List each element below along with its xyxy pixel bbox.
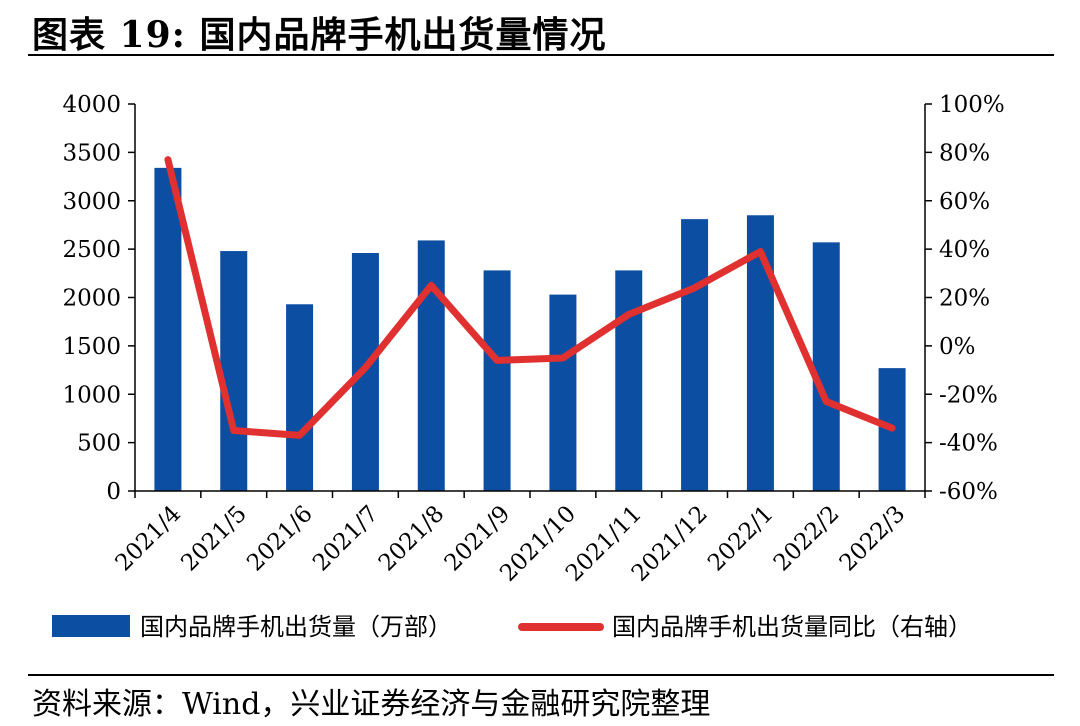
- yoy-point-2021/7: [364, 366, 367, 369]
- x-tick-label: 2021/4: [111, 501, 187, 577]
- yoy-point-2021/4: [166, 158, 169, 161]
- x-tick-label: 2022/2: [769, 501, 845, 577]
- bar-2022/2: [812, 242, 840, 491]
- yoy-point-2021/8: [430, 284, 433, 287]
- legend-bar-label: 国内品牌手机出货量（万部）: [140, 613, 452, 641]
- source-note: 资料来源：Wind，兴业证券经济与金融研究院整理: [32, 687, 711, 722]
- yoy-point-2022/1: [759, 250, 762, 253]
- left-tick-label: 4000: [62, 92, 121, 118]
- left-tick-label: 3000: [62, 189, 121, 215]
- x-tick-label: 2021/6: [242, 501, 318, 577]
- bar-2021/6: [286, 304, 314, 491]
- yoy-line: [164, 156, 896, 439]
- left-tick-label: 3500: [62, 140, 121, 166]
- right-tick-label: -20%: [939, 382, 998, 408]
- left-tick-label: 500: [77, 431, 121, 457]
- bar-2021/5: [220, 251, 248, 491]
- chart: 0 500 1000 1500 2000 2500 3000 3500 4000 -60% -40%…: [52, 92, 1005, 641]
- bar-2021/12: [681, 219, 709, 491]
- yoy-point-2021/10: [561, 356, 564, 359]
- right-tick-label: 80%: [939, 140, 990, 166]
- legend-line-label: 国内品牌手机出货量同比（右轴）: [612, 613, 972, 641]
- yoy-point-2021/11: [627, 313, 630, 316]
- yoy-point-2022/3: [891, 427, 894, 430]
- legend: 国内品牌手机出货量（万部） 国内品牌手机出货量同比（右轴）: [52, 613, 972, 641]
- right-tick-label: 20%: [939, 286, 990, 312]
- x-tick-label: 2022/1: [703, 501, 779, 577]
- title-divider: [28, 54, 1054, 56]
- bar-2022/1: [746, 215, 774, 491]
- x-tick-label: 2021/7: [308, 501, 384, 577]
- x-tick-label: 2021/8: [374, 501, 450, 577]
- page-title: 图表 19: 国内品牌手机出货量情况: [32, 14, 607, 56]
- x-tick-label: 2021/5: [176, 501, 252, 577]
- yoy-point-2021/5: [232, 429, 235, 432]
- axes: 0 500 1000 1500 2000 2500 3000 3500 4000 -60% -40%…: [62, 92, 1004, 587]
- yoy-point-2021/9: [496, 359, 499, 362]
- bar-2021/4: [154, 167, 182, 492]
- right-tick-label: 40%: [939, 237, 990, 263]
- bar-2021/10: [549, 294, 577, 491]
- left-tick-label: 2500: [62, 237, 121, 263]
- yoy-point-2022/2: [825, 400, 828, 403]
- right-tick-label: 0%: [939, 334, 976, 360]
- right-tick-label: -40%: [939, 431, 998, 457]
- bar-2021/9: [483, 270, 511, 491]
- left-tick-label: 1500: [62, 334, 121, 360]
- left-tick-label: 0: [106, 479, 121, 505]
- source-divider: [28, 674, 1054, 676]
- right-tick-label: 100%: [939, 92, 1005, 118]
- yoy-point-2021/12: [693, 286, 696, 289]
- x-tick-label: 2022/3: [835, 501, 911, 577]
- legend-bar-swatch: [52, 615, 130, 637]
- yoy-point-2021/6: [298, 434, 301, 437]
- right-tick-label: 60%: [939, 189, 990, 215]
- line-series: [164, 156, 896, 439]
- left-tick-label: 2000: [62, 286, 121, 312]
- left-tick-label: 1000: [62, 382, 121, 408]
- right-tick-label: -60%: [939, 479, 998, 505]
- bar-2021/8: [417, 240, 445, 491]
- bar-2021/11: [615, 270, 643, 491]
